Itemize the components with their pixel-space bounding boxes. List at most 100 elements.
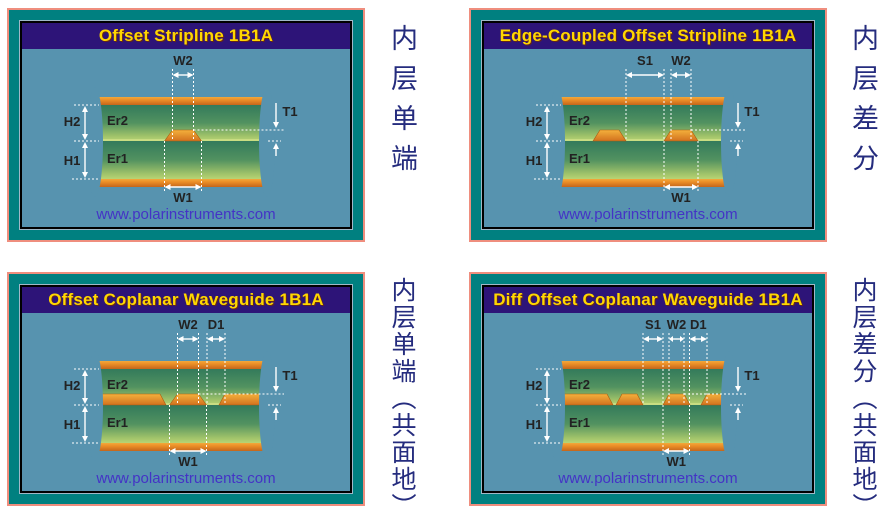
dielectric-label-er2: Er2 <box>107 377 128 392</box>
arrowhead <box>273 407 279 413</box>
panel-body: S1 W2 D1 T1 H2 H1 Er2 Er1 W1 www.polarinstrument… <box>484 313 812 491</box>
dim-label-s1: S1 <box>645 317 661 332</box>
dim-label-h1: H1 <box>526 153 543 168</box>
dim-label-w1: W1 <box>667 454 687 469</box>
panel-frame: Offset Stripline 1B1A W2 T1 H2 H1 Er2 Er1 W1 w… <box>20 21 352 229</box>
dim-label-t1: T1 <box>744 368 759 383</box>
dim-label-s1: S1 <box>637 53 653 68</box>
stack-right-cut-edge <box>721 351 737 461</box>
arrowhead <box>192 336 199 342</box>
layer-boundary-line <box>559 139 727 141</box>
dim-label-w2: W2 <box>671 53 691 68</box>
arrowhead <box>200 448 207 454</box>
cross-section-diagram: W2 D1 T1 H2 H1 Er2 Er1 W1 <box>64 317 298 469</box>
arrowhead <box>82 406 88 412</box>
arrowhead <box>683 448 690 454</box>
panel-body: S1 W2 T1 H2 H1 Er2 Er1 W1 www.polarinstruments.… <box>484 49 812 227</box>
copper-top-layer <box>97 361 265 369</box>
arrowhead <box>669 336 673 342</box>
panel-body: W2 T1 H2 H1 Er2 Er1 W1 www.polarinstruments.co… <box>22 49 350 227</box>
arrowhead <box>82 134 88 140</box>
arrowhead <box>657 336 663 342</box>
side-note-inner-single-ended: 内层单端 <box>387 24 417 184</box>
arrowhead <box>671 72 677 78</box>
panel-title-bar: Offset Stripline 1B1A <box>22 23 350 49</box>
arrowhead <box>544 406 550 412</box>
stack-left-cut-edge <box>549 351 565 461</box>
dielectric-label-er2: Er2 <box>569 377 590 392</box>
arrowhead <box>643 336 649 342</box>
dim-label-h1: H1 <box>64 153 81 168</box>
stack-right-cut-edge <box>259 351 275 461</box>
arrowhead <box>544 398 550 404</box>
cross-section-diagram: S1 W2 T1 H2 H1 Er2 Er1 W1 <box>526 53 760 205</box>
arrowhead <box>626 72 632 78</box>
coplanar-ground-strip <box>218 393 266 406</box>
dim-label-w2: W2 <box>173 53 193 68</box>
dim-label-d1: D1 <box>690 317 707 332</box>
panel-offset-stripline: Offset Stripline 1B1A W2 T1 H2 H1 Er2 Er1 W1 w… <box>7 8 365 242</box>
layer-boundary-line <box>559 403 727 405</box>
arrowhead <box>544 370 550 376</box>
website-text: www.polarinstruments.com <box>558 470 738 487</box>
website-text: www.polarinstruments.com <box>96 206 276 223</box>
panel-title: Offset Stripline 1B1A <box>98 26 274 45</box>
dielectric-label-er1: Er1 <box>569 151 590 166</box>
arrowhead <box>195 184 202 190</box>
panel-title-bar: Diff Offset Coplanar Waveguide 1B1A <box>484 287 812 313</box>
arrowhead <box>701 336 707 342</box>
arrowhead <box>82 172 88 178</box>
cross-section-diagram: W2 T1 H2 H1 Er2 Er1 W1 <box>64 53 298 205</box>
dielectric-label-er2: Er2 <box>569 113 590 128</box>
panel-diff-offset-coplanar-waveguide: Diff Offset Coplanar Waveguide 1B1A S1 W2… <box>469 272 827 506</box>
stack-left-cut-edge <box>87 351 103 461</box>
copper-bottom-layer <box>559 443 727 451</box>
dielectric-label-er1: Er1 <box>107 415 128 430</box>
arrowhead <box>735 386 741 392</box>
arrowhead <box>187 72 194 78</box>
dielectric-label-er1: Er1 <box>107 151 128 166</box>
copper-bottom-layer <box>97 443 265 451</box>
dielectric-er1-layer <box>97 405 265 443</box>
coplanar-ground-strip <box>96 393 167 406</box>
arrowhead <box>544 436 550 442</box>
dielectric-label-er2: Er2 <box>107 113 128 128</box>
stack-right-cut-edge <box>259 87 275 197</box>
dim-label-h2: H2 <box>526 114 543 129</box>
arrowhead <box>735 143 741 149</box>
arrowhead <box>82 142 88 148</box>
stack-left-cut-edge <box>549 87 565 197</box>
copper-top-layer <box>559 97 727 105</box>
arrowhead <box>82 106 88 112</box>
dielectric-er2-layer <box>559 105 727 141</box>
side-note-inner-differential-coplanar-ground: 内层差分（共面地） <box>849 277 876 513</box>
dielectric-label-er1: Er1 <box>569 415 590 430</box>
arrowhead <box>735 122 741 128</box>
dim-label-w1: W1 <box>178 454 198 469</box>
dim-label-w1: W1 <box>173 190 193 205</box>
website-text: www.polarinstruments.com <box>96 470 276 487</box>
website-text: www.polarinstruments.com <box>558 206 738 223</box>
arrowhead <box>663 448 669 454</box>
signal-trace <box>592 129 627 142</box>
copper-top-layer <box>97 97 265 105</box>
panel-offset-coplanar-waveguide: Offset Coplanar Waveguide 1B1A W2 D1 T1 H2 H… <box>7 272 365 506</box>
dim-label-t1: T1 <box>282 368 297 383</box>
panel-title: Offset Coplanar Waveguide 1B1A <box>48 290 324 309</box>
arrowhead <box>177 336 184 342</box>
side-note-inner-single-ended-coplanar-ground: 内层单端（共面地） <box>388 277 415 513</box>
arrowhead <box>544 142 550 148</box>
stack-right-cut-edge <box>721 87 737 197</box>
panel-title: Edge-Coupled Offset Stripline 1B1A <box>499 26 797 45</box>
arrowhead <box>544 106 550 112</box>
dim-label-d1: D1 <box>208 317 225 332</box>
arrowhead <box>685 72 691 78</box>
dim-label-t1: T1 <box>282 104 297 119</box>
panel-frame: Offset Coplanar Waveguide 1B1A W2 D1 T1 H2 H… <box>20 285 352 493</box>
arrowhead <box>273 143 279 149</box>
dim-label-w2: W2 <box>667 317 687 332</box>
arrowhead <box>273 386 279 392</box>
coplanar-ground-strip <box>558 393 614 406</box>
signal-trace <box>615 393 644 406</box>
